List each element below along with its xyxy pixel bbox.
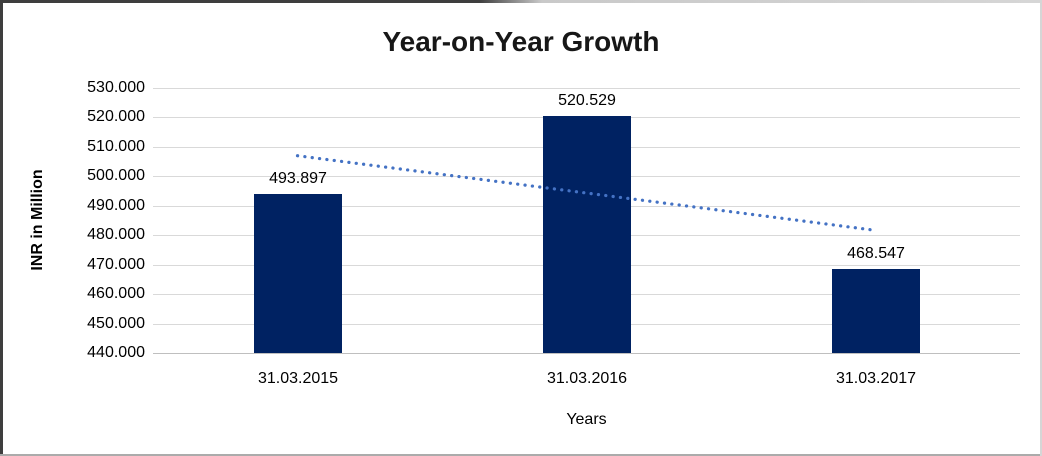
frame-border-right [1040,0,1042,456]
y-tick-label: 520.000 [87,108,145,125]
bar-data-label: 493.897 [269,170,327,187]
y-tick-label: 490.000 [87,197,145,214]
bar [832,269,920,353]
trendline [295,154,878,232]
y-tick-label: 480.000 [87,226,145,243]
y-tick-label: 450.000 [87,315,145,332]
y-tick-label: 500.000 [87,167,145,184]
gridline [153,353,1020,354]
frame-border-left [0,0,3,456]
y-tick-label: 510.000 [87,138,145,155]
x-tick-label: 31.03.2017 [835,370,917,387]
y-tick-label: 530.000 [87,79,145,96]
x-axis-title: Years [566,411,607,428]
y-tick-label: 440.000 [87,344,145,361]
chart-title: Year-on-Year Growth [382,26,660,57]
bar-data-label: 520.529 [558,92,616,109]
frame-border-top [0,0,1042,3]
y-tick-label: 470.000 [87,256,145,273]
x-tick-label: 31.03.2015 [257,370,339,387]
x-tick-label: 31.03.2016 [546,370,628,387]
bar [543,116,631,353]
y-tick-label: 460.000 [87,285,145,302]
bar-data-label: 468.547 [847,245,905,262]
bar [254,194,342,353]
gridline [153,88,1020,89]
frame-border-bottom [0,454,1042,456]
